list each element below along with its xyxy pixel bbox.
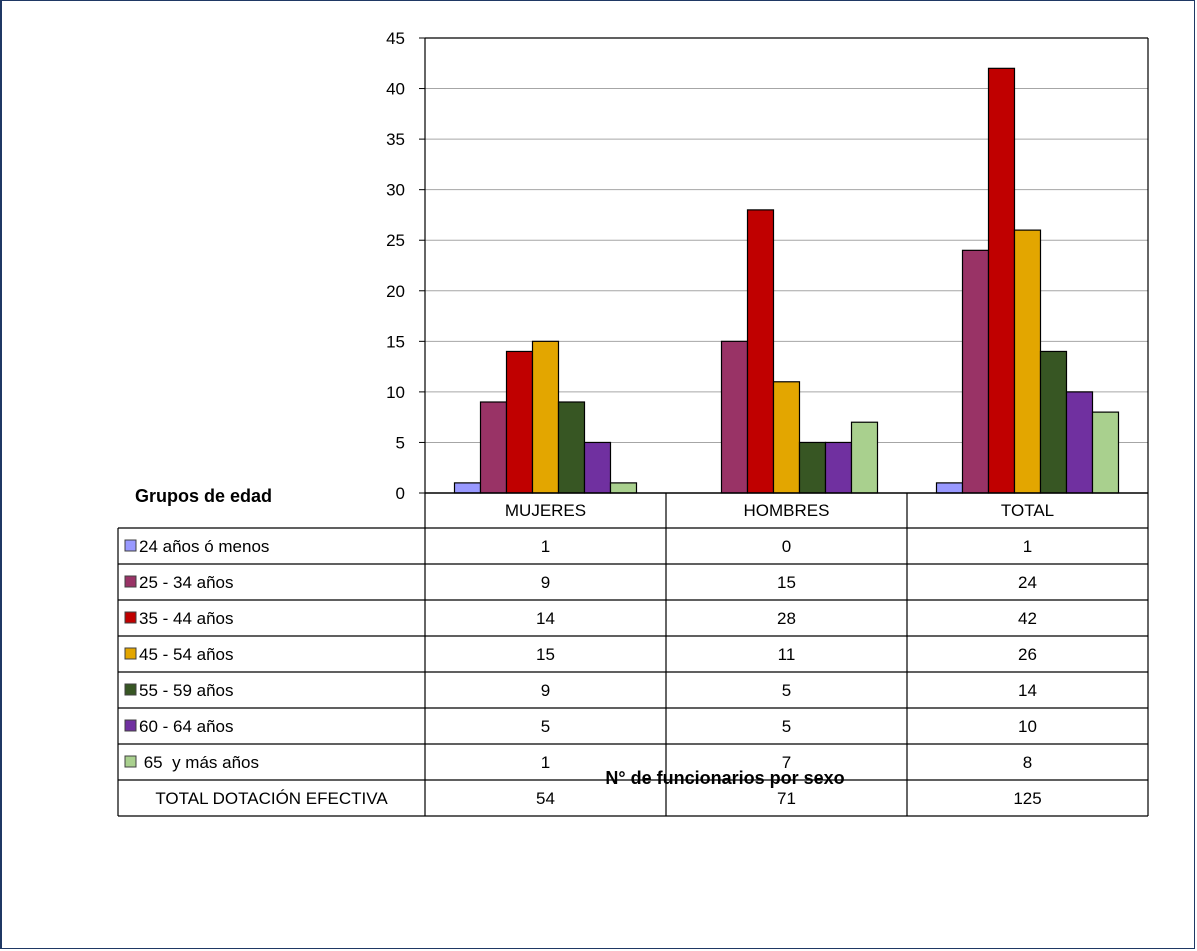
totals-value: 125 [1013,789,1041,808]
legend-label: 55 - 59 años [139,681,234,700]
bar-mujeres-3 [531,340,560,494]
table-cell-value: 24 [1018,573,1037,592]
bar-mujeres-4 [557,401,586,494]
legend-key [124,683,137,696]
bar-mujeres-2 [505,350,534,494]
legend-key [124,755,137,768]
totals-value: 71 [777,789,796,808]
y-tick-label: 40 [386,80,405,99]
bar-hombres-3 [772,381,801,494]
bar-total-6 [1091,411,1120,494]
bar-total-0 [935,482,964,494]
table-cell-value: 10 [1018,717,1037,736]
table-cell-value: 0 [782,537,791,556]
bars-group [453,67,1120,494]
bar-total-3 [1013,229,1042,494]
table-cell-value: 28 [777,609,796,628]
legend-label: 24 años ó menos [139,537,269,556]
table-cell-value: 5 [541,717,550,736]
totals-value: 54 [536,789,555,808]
table-cell-value: 1 [1023,537,1032,556]
bar-mujeres-0 [453,482,482,494]
table-cell-value: 8 [1023,753,1032,772]
bar-mujeres-5 [583,441,612,494]
table-cell-value: 11 [778,645,796,664]
table-cell-value: 26 [1018,645,1037,664]
bar-hombres-1 [720,340,749,494]
bar-total-5 [1065,391,1094,494]
bar-mujeres-6 [609,482,638,494]
category-label: HOMBRES [744,501,830,520]
table-cell-value: 9 [541,681,550,700]
legend-key [124,575,137,588]
bar-total-2 [987,67,1016,494]
legend-label: 60 - 64 años [139,717,234,736]
legend-title: Grupos de edad [135,486,272,506]
x-axis-title: N° de funcionarios por sexo [605,768,844,788]
bar-hombres-5 [824,441,853,494]
y-tick-label: 20 [386,282,405,301]
table-cell-value: 14 [536,609,555,628]
legend-key [124,647,137,660]
table-cell-value: 14 [1018,681,1037,700]
category-label: TOTAL [1001,501,1054,520]
legend-key [124,539,137,552]
legend-label: 65 y más años [139,753,259,772]
table-cell-value: 9 [541,573,550,592]
y-tick-label: 0 [396,484,405,503]
table-cell-value: 1 [541,537,550,556]
y-tick-labels: 0 5 10 15 20 25 30 35 40 45 [386,29,405,503]
table-cell-value: 7 [782,753,791,772]
bar-hombres-6 [850,421,879,494]
totals-label: TOTAL DOTACIÓN EFECTIVA [155,789,388,808]
axes-group [419,37,1149,494]
y-tick-label: 5 [396,433,405,452]
bar-hombres-4 [798,441,827,494]
table-cell-value: 1 [541,753,550,772]
y-tick-label: 25 [386,231,405,250]
y-tick-label: 15 [386,332,405,351]
table-cell-value: 42 [1018,609,1037,628]
table-cell-value: 5 [782,717,791,736]
y-tick-label: 30 [386,181,405,200]
y-tick-label: 45 [386,29,405,48]
bar-total-4 [1039,350,1068,494]
bar-mujeres-1 [479,401,508,494]
legend-label: 35 - 44 años [139,609,234,628]
y-tick-label: 10 [386,383,405,402]
legend-key [124,719,137,732]
table-cell-value: 5 [782,681,791,700]
y-tick-label: 35 [386,130,405,149]
bar-hombres-2 [746,209,775,494]
table-cell-value: 15 [777,573,796,592]
table-cell-value: 15 [536,645,555,664]
category-label: MUJERES [505,501,586,520]
legend-label: 25 - 34 años [139,573,234,592]
legend-key [124,611,137,624]
legend-label: 45 - 54 años [139,645,234,664]
bar-total-1 [961,249,990,494]
